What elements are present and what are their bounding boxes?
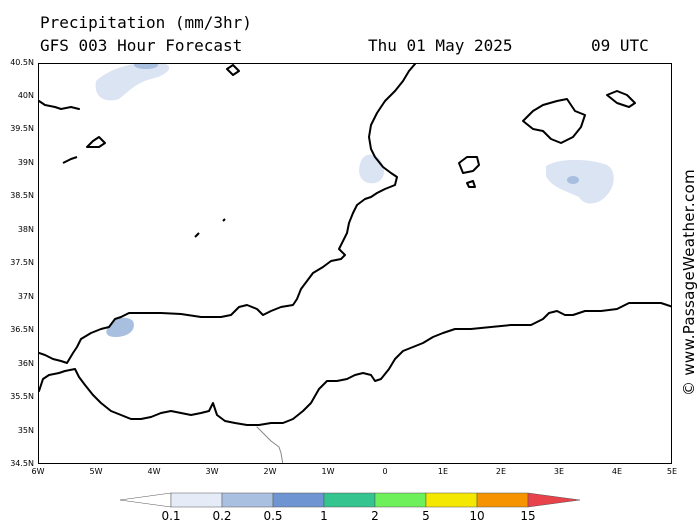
formentera-island: [466, 180, 476, 188]
legend-segment-0: [119, 492, 172, 508]
legend-label: 10: [469, 509, 485, 523]
mallorca-island: [522, 98, 586, 144]
lon-label: 3E: [553, 467, 565, 476]
iberia-west-coast: [39, 100, 80, 110]
legend-label: 1: [320, 509, 328, 523]
lat-label: 38N: [17, 225, 34, 234]
legend-label: 0.1: [161, 509, 181, 523]
lon-label: 1E: [437, 467, 449, 476]
map-panel: [38, 63, 672, 464]
lat-label: 37N: [17, 292, 34, 301]
legend-label: 0.5: [263, 509, 283, 523]
precip-area-north: [95, 64, 170, 101]
legend-segment-6: [425, 492, 478, 508]
iberia-coastline: [39, 64, 416, 364]
legend-segment-7: [476, 492, 529, 508]
lat-label: 38.5N: [10, 191, 34, 200]
site-credit: © www.PassageWeather.com: [680, 169, 698, 396]
lat-label: 39.5N: [10, 124, 34, 133]
menorca-island: [606, 90, 636, 108]
islet-west: [62, 156, 78, 164]
lon-label: 2E: [495, 467, 507, 476]
legend-segment-4: [323, 492, 376, 508]
lon-label: 0: [382, 467, 388, 476]
legend-label: 0.2: [212, 509, 232, 523]
coastline-layer: [39, 64, 671, 463]
ibiza-island: [458, 156, 480, 174]
map-title: Precipitation (mm/3hr): [40, 13, 252, 32]
legend-segment-2: [221, 492, 274, 508]
lat-label: 35N: [17, 426, 34, 435]
lat-label: 39N: [17, 158, 34, 167]
alboran-island-1: [194, 232, 200, 238]
legend-label: 5: [422, 509, 430, 523]
precip-area-gibraltar: [106, 317, 134, 337]
lat-label: 35.5N: [10, 392, 34, 401]
precip-area-balearic: [546, 159, 614, 204]
precipitation-layer: [95, 64, 614, 337]
lon-label: 4E: [611, 467, 623, 476]
lon-label: 1W: [321, 467, 335, 476]
lat-label: 36.5N: [10, 325, 34, 334]
lon-label: 6W: [31, 467, 45, 476]
legend-label: 2: [371, 509, 379, 523]
legend-segment-1: [170, 492, 223, 508]
lon-label: 5W: [89, 467, 103, 476]
precip-area-valencia: [359, 154, 385, 184]
precip-legend-bar: [119, 492, 581, 508]
lon-label: 2W: [263, 467, 277, 476]
cabrera-island: [86, 136, 106, 148]
lat-label: 34.5N: [10, 459, 34, 468]
lat-label: 40.5N: [10, 58, 34, 67]
lon-label: 4W: [147, 467, 161, 476]
legend-segment-5: [374, 492, 427, 508]
forecast-date: Thu 01 May 2025: [368, 36, 513, 55]
precip-core-balearic: [567, 176, 579, 184]
lat-label: 40N: [17, 91, 34, 100]
forecast-time: 09 UTC: [591, 36, 649, 55]
precip-core-north: [134, 64, 158, 69]
legend-label: 15: [520, 509, 536, 523]
map-canvas: [39, 64, 671, 463]
africa-border: [256, 426, 284, 463]
legend-segment-8: [527, 492, 581, 508]
lat-label: 37.5N: [10, 258, 34, 267]
forecast-subtitle: GFS 003 Hour Forecast: [40, 36, 243, 55]
africa-coastline: [39, 302, 671, 426]
lon-label: 3W: [205, 467, 219, 476]
lat-label: 36N: [17, 359, 34, 368]
lon-label: 5E: [666, 467, 678, 476]
columbretes-island: [226, 64, 240, 76]
islands-layer: [62, 64, 636, 238]
legend-segment-3: [272, 492, 325, 508]
alboran-island-2: [222, 218, 226, 222]
